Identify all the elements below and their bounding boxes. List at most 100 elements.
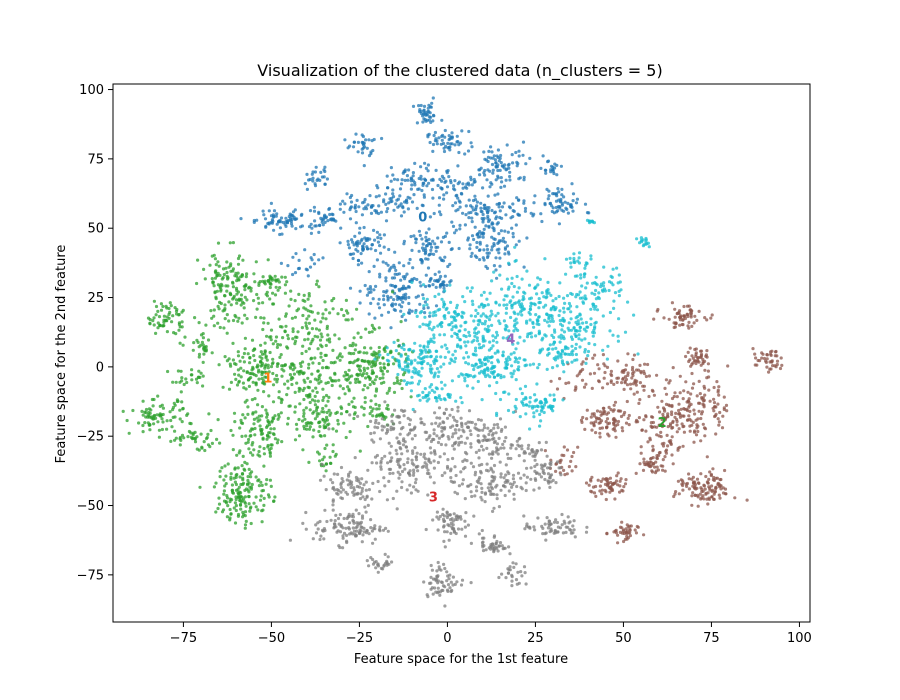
data-point xyxy=(489,547,493,551)
data-point xyxy=(267,448,271,452)
data-point xyxy=(503,493,507,498)
data-point xyxy=(346,373,350,377)
data-point xyxy=(678,374,682,378)
data-point xyxy=(498,460,502,464)
data-point xyxy=(612,408,616,412)
data-point xyxy=(495,483,499,487)
data-point xyxy=(235,453,239,457)
data-point xyxy=(307,314,311,318)
data-point xyxy=(213,291,217,295)
data-point xyxy=(595,417,599,421)
data-point xyxy=(309,357,313,361)
data-point xyxy=(589,322,593,327)
data-point xyxy=(236,350,240,354)
data-point xyxy=(231,267,235,271)
data-point xyxy=(214,263,218,267)
data-point xyxy=(523,358,527,362)
data-point xyxy=(529,211,533,215)
data-point xyxy=(492,535,496,539)
data-point xyxy=(594,431,598,435)
data-point xyxy=(552,335,556,340)
data-point xyxy=(397,344,401,348)
data-point xyxy=(423,315,427,319)
data-point xyxy=(699,472,703,476)
data-point xyxy=(712,385,716,390)
data-point xyxy=(366,366,370,370)
data-point xyxy=(401,205,405,209)
data-point xyxy=(431,149,435,153)
data-point xyxy=(450,136,454,140)
data-point xyxy=(549,319,553,323)
data-point xyxy=(302,411,306,416)
data-point xyxy=(436,560,440,565)
data-point xyxy=(283,329,287,333)
data-point xyxy=(271,291,275,295)
data-point xyxy=(448,513,452,517)
data-point xyxy=(484,224,488,228)
data-point xyxy=(218,469,222,473)
data-point xyxy=(540,466,544,470)
data-point xyxy=(587,483,591,487)
data-point xyxy=(560,324,565,328)
data-point xyxy=(320,410,324,414)
data-point xyxy=(499,185,503,189)
data-point xyxy=(510,584,514,588)
data-point xyxy=(375,230,379,234)
data-point xyxy=(498,256,502,260)
data-point xyxy=(438,307,442,311)
data-point xyxy=(525,524,529,528)
data-point xyxy=(578,345,582,349)
data-point xyxy=(508,482,512,486)
data-point xyxy=(384,276,388,280)
data-point xyxy=(675,423,679,427)
data-point xyxy=(442,562,446,567)
data-point xyxy=(320,335,324,339)
data-point xyxy=(605,412,609,416)
data-point xyxy=(434,590,438,594)
data-point xyxy=(259,427,263,432)
data-point xyxy=(412,193,416,197)
data-point xyxy=(462,356,466,360)
data-point xyxy=(688,308,692,312)
data-point xyxy=(447,323,451,327)
data-point xyxy=(361,388,365,392)
data-point xyxy=(717,393,721,397)
data-point xyxy=(543,449,548,453)
data-point xyxy=(302,293,306,297)
data-point xyxy=(245,370,249,374)
data-point xyxy=(688,358,692,362)
data-point xyxy=(354,132,358,136)
data-point xyxy=(216,304,220,308)
data-point xyxy=(245,317,249,321)
data-point xyxy=(240,434,244,438)
data-point xyxy=(451,353,455,357)
data-point xyxy=(592,412,596,416)
data-point xyxy=(515,160,519,164)
data-point xyxy=(612,423,616,427)
data-point xyxy=(414,465,418,469)
data-point xyxy=(212,284,216,288)
data-point xyxy=(453,442,457,446)
data-point xyxy=(497,319,501,323)
data-point xyxy=(512,329,516,333)
data-point xyxy=(659,435,663,439)
data-point xyxy=(324,462,328,466)
data-point xyxy=(466,425,470,429)
data-point xyxy=(407,431,412,435)
data-point xyxy=(339,523,343,528)
data-point xyxy=(486,486,490,490)
data-point xyxy=(371,380,375,384)
data-point xyxy=(520,487,524,491)
data-point xyxy=(517,149,521,153)
data-point xyxy=(539,212,543,216)
data-point xyxy=(515,164,519,168)
data-point xyxy=(297,258,301,262)
data-point xyxy=(400,469,405,474)
data-point xyxy=(212,314,216,318)
data-point xyxy=(241,355,245,359)
data-point xyxy=(690,494,694,498)
data-point xyxy=(345,192,349,196)
data-point xyxy=(417,370,421,374)
data-point xyxy=(353,205,357,209)
data-point xyxy=(709,472,714,477)
